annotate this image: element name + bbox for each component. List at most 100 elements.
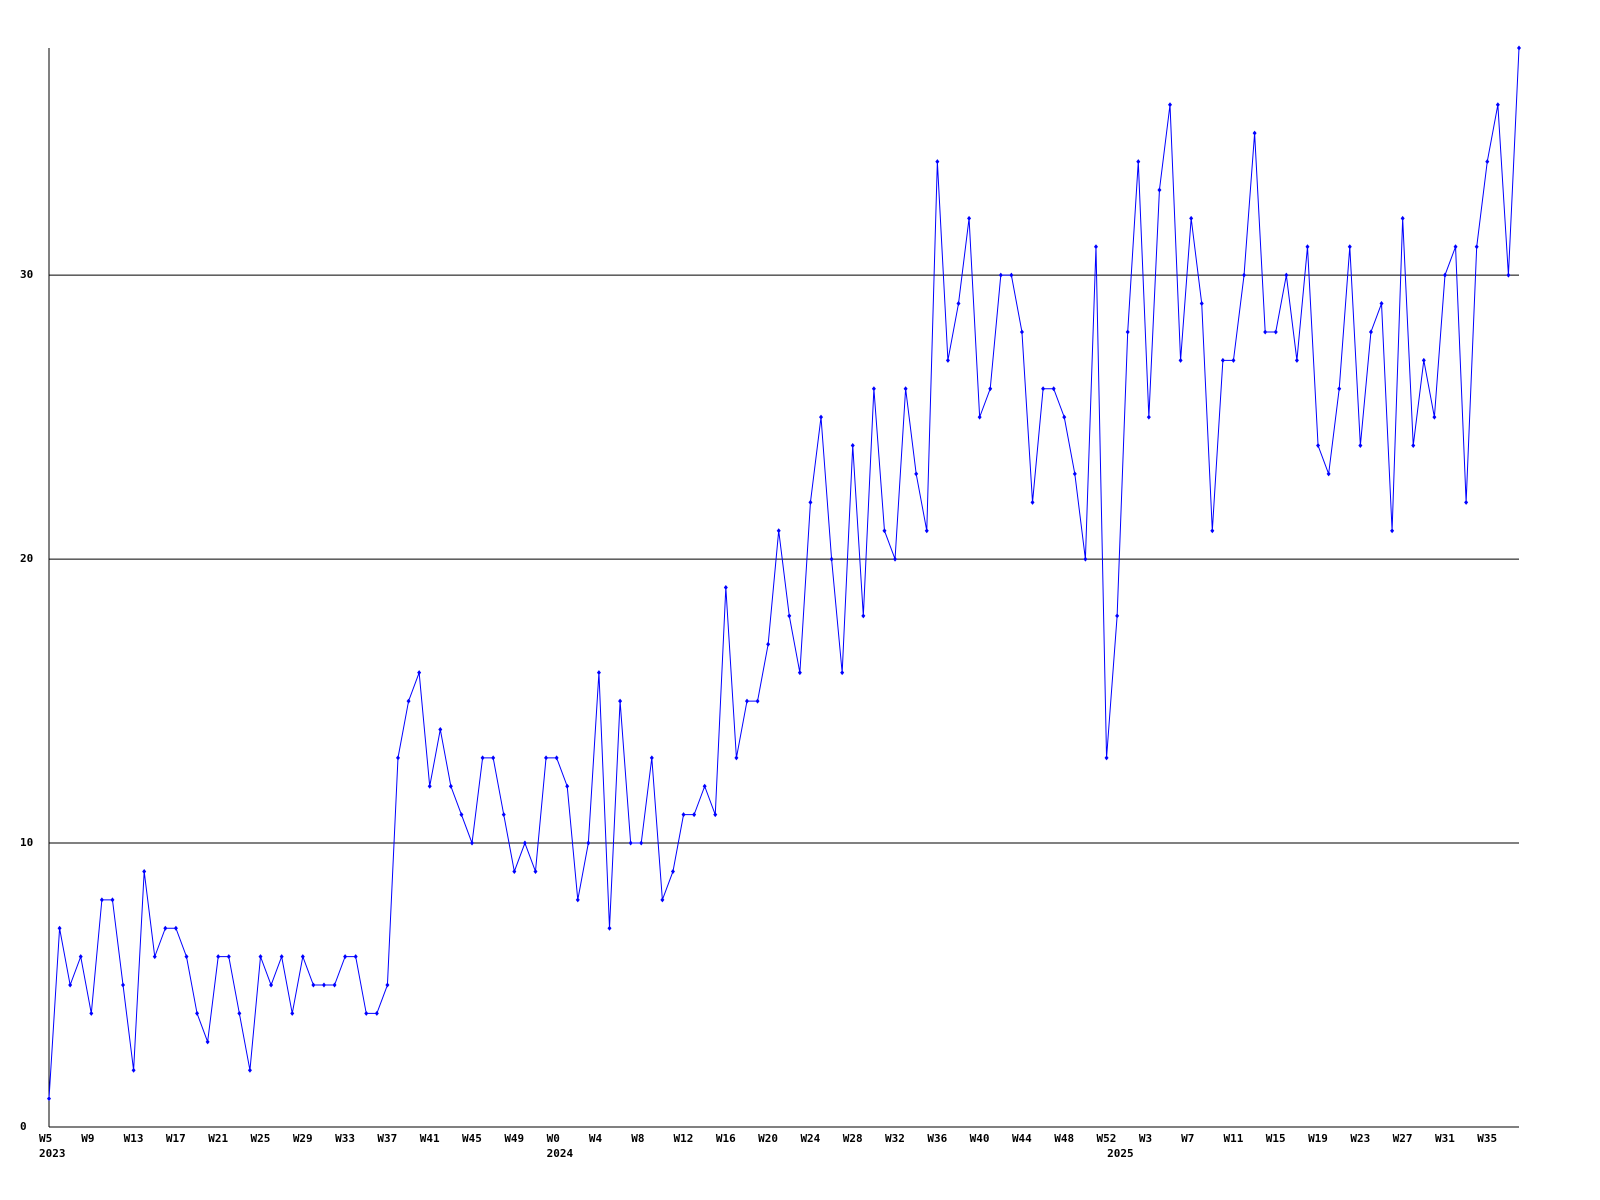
data-point [744,698,749,704]
x-year-label: 2024 [547,1147,574,1160]
data-point [871,386,876,392]
data-point [575,897,580,903]
data-point [121,982,126,988]
y-tick-label: 10 [20,836,33,849]
data-point [639,840,644,846]
data-point [205,1039,210,1045]
data-point [438,726,443,732]
x-tick-label: W41 [420,1132,440,1145]
data-point [692,812,697,818]
x-tick-label: W32 [885,1132,905,1145]
data-point [1337,386,1342,392]
x-tick-label: W17 [166,1132,186,1145]
data-point [163,925,168,931]
data-point [1421,357,1426,363]
data-point [110,897,115,903]
data-point [670,868,675,874]
x-tick-label: W28 [843,1132,863,1145]
data-point [131,1067,136,1073]
data-point [258,954,263,960]
data-point [1400,215,1405,221]
data-line [48,47,1520,1099]
data-point [99,897,104,903]
data-point [1199,301,1204,307]
x-tick-label: W25 [251,1132,271,1145]
x-tick-label: W40 [970,1132,990,1145]
data-point [1294,357,1299,363]
x-tick-label: W29 [293,1132,313,1145]
x-year-label: 2025 [1107,1147,1134,1160]
data-point [1083,556,1088,562]
data-point [533,868,538,874]
data-point [1411,443,1416,449]
data-point [1485,159,1490,165]
data-point [1284,272,1289,278]
x-tick-label: W27 [1393,1132,1413,1145]
data-point [395,755,400,761]
data-point [459,812,464,818]
data-point [47,1096,51,1102]
x-tick-label: W52 [1097,1132,1117,1145]
data-point [1242,272,1247,278]
x-tick-label: W45 [462,1132,482,1145]
x-tick-label: W15 [1266,1132,1286,1145]
x-tick-label: W49 [504,1132,524,1145]
x-tick-label: W23 [1350,1132,1370,1145]
data-point [1231,357,1236,363]
data-point [1263,329,1268,335]
data-point [1189,215,1194,221]
data-point [1157,187,1162,193]
data-point [1506,272,1511,278]
data-point [57,925,62,931]
x-tick-label: W31 [1435,1132,1455,1145]
data-point [988,386,993,392]
data-point [1305,244,1310,250]
data-point [1432,414,1437,420]
data-point [787,613,792,619]
x-tick-label: W3 [1139,1132,1152,1145]
data-point [829,556,834,562]
x-tick-label: W20 [758,1132,778,1145]
data-point [89,1010,94,1016]
data-point [586,840,591,846]
data-point [1041,386,1046,392]
data-point [501,812,506,818]
data-point [332,982,337,988]
x-tick-label: W33 [335,1132,355,1145]
data-point [935,159,940,165]
y-tick-label: 20 [20,552,33,565]
data-point [470,840,475,846]
data-point [1442,272,1447,278]
data-point [1390,528,1395,534]
data-point [1062,414,1067,420]
data-point [734,755,739,761]
data-point [596,670,601,676]
data-point [618,698,623,704]
x-tick-label: W21 [208,1132,228,1145]
data-point [1379,301,1384,307]
data-point [1051,386,1056,392]
data-point [237,1010,242,1016]
data-point [184,954,189,960]
data-point [491,755,496,761]
data-point [1093,244,1098,250]
data-point [226,954,231,960]
data-point [755,698,760,704]
data-point [1347,244,1352,250]
data-point [840,670,845,676]
x-year-label: 2023 [39,1147,66,1160]
data-point [945,357,950,363]
data-point [406,698,411,704]
data-point [998,272,1003,278]
data-point [554,755,559,761]
data-point [247,1067,252,1073]
data-point [1474,244,1479,250]
data-point [649,755,654,761]
data-point [977,414,982,420]
data-point [544,755,549,761]
data-point [269,982,274,988]
data-point [173,925,178,931]
x-tick-label: W44 [1012,1132,1032,1145]
data-point [1210,528,1215,534]
